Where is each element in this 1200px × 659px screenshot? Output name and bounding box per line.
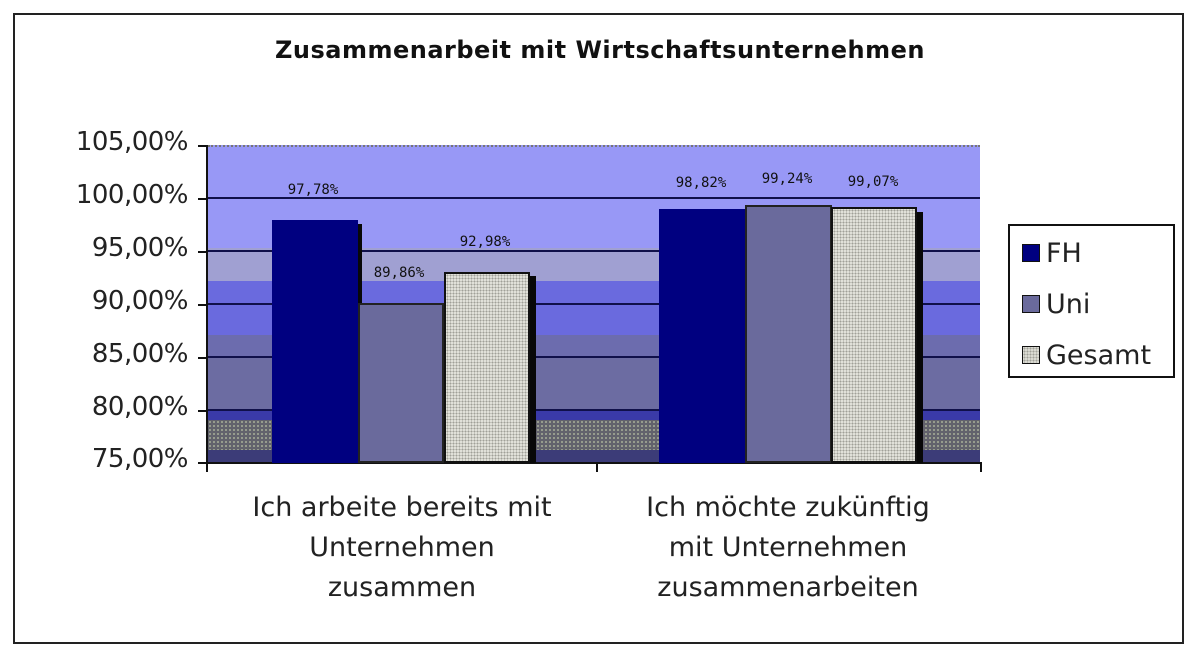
y-tick-label: 90,00% [91, 286, 189, 316]
gridline-85 [208, 356, 980, 358]
plot-top-border [208, 145, 980, 147]
y-tick [198, 145, 208, 147]
bar-shadow [915, 212, 923, 463]
category-label-line: zusammen [327, 572, 477, 603]
data-label: 99,24% [761, 171, 813, 187]
category-label-line: mit Unternehmen [668, 532, 908, 563]
legend: FH Uni Gesamt [1008, 224, 1175, 378]
legend-swatch-fh [1022, 244, 1040, 262]
category-label-line: zusammenarbeiten [657, 572, 919, 603]
bar-fh-group1 [272, 220, 358, 463]
y-tick [198, 198, 208, 200]
gridline-80 [208, 409, 980, 411]
y-tick-label: 75,00% [91, 444, 189, 474]
gridline-90 [208, 303, 980, 305]
legend-label: Gesamt [1046, 339, 1152, 371]
category-label-line: Ich möchte zukünftig [646, 492, 930, 523]
x-tick [980, 462, 982, 472]
bar-uni-group2 [745, 205, 832, 463]
gridline-95 [208, 250, 980, 252]
y-tick [198, 304, 208, 306]
chart-title: Zusammenarbeit mit Wirtschaftsunternehme… [274, 36, 926, 64]
x-tick [206, 462, 208, 472]
category-label-line: Unternehmen [309, 532, 495, 563]
data-label: 97,78% [287, 182, 339, 198]
bar-gesamt-group2 [831, 207, 917, 463]
gridline-100 [208, 197, 980, 199]
category-label-line: Ich arbeite bereits mit [252, 492, 552, 523]
data-label: 92,98% [459, 234, 511, 250]
data-label: 89,86% [373, 265, 425, 281]
y-tick-label: 80,00% [91, 392, 189, 422]
y-tick-label: 105,00% [75, 127, 189, 157]
y-tick-label: 85,00% [91, 339, 189, 369]
bar-shadow [528, 276, 536, 463]
data-label: 99,07% [847, 174, 899, 190]
category-label-1: Ich arbeite bereits mit Unternehmen zusa… [212, 488, 592, 608]
background-band [208, 410, 980, 420]
legend-item-uni: Uni [1022, 286, 1090, 322]
legend-item-gesamt: Gesamt [1022, 337, 1151, 373]
x-tick [596, 462, 598, 472]
bar-uni-group1 [358, 303, 444, 463]
bar-fh-group2 [659, 209, 746, 463]
legend-swatch-gesamt [1022, 346, 1040, 364]
legend-swatch-uni [1022, 295, 1040, 313]
y-tick [198, 462, 208, 464]
y-tick-label: 100,00% [75, 180, 189, 210]
legend-label: Uni [1046, 288, 1091, 320]
bar-gesamt-group1 [444, 272, 530, 463]
data-label: 98,82% [675, 175, 727, 191]
y-tick-label: 95,00% [91, 233, 189, 263]
category-label-2: Ich möchte zukünftig mit Unternehmen zus… [598, 488, 978, 608]
legend-label: FH [1046, 237, 1082, 269]
x-axis-line [206, 462, 982, 464]
y-tick [198, 410, 208, 412]
legend-item-fh: FH [1022, 235, 1082, 271]
y-tick [198, 357, 208, 359]
y-tick [198, 251, 208, 253]
